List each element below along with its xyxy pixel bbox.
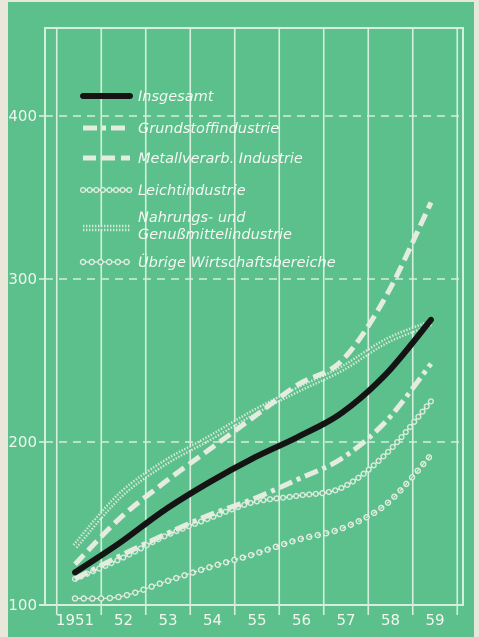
y-tick-label: 100: [8, 596, 37, 614]
legend-item-insgesamt: Insgesamt: [80, 89, 215, 105]
legend-item-leichtindustrie: Leichtindustrie: [79, 183, 246, 199]
series-line-insgesamt: [72, 316, 434, 576]
legend-label: Grundstoffindustrie: [138, 121, 279, 137]
x-tick-label: 52: [114, 611, 133, 629]
legend-item-ubrige-wirtschaftsbereiche: Übrige Wirtschaftsbereiche: [79, 253, 336, 271]
legend-label: Metallverarb. Industrie: [138, 151, 303, 167]
x-tick-label: 56: [292, 611, 311, 629]
y-tick-label: 300: [8, 270, 37, 288]
series-line-grundstoffindustrie: [73, 362, 433, 582]
x-tick-label: 57: [336, 611, 355, 629]
x-tick-label: 58: [381, 611, 400, 629]
legend-label: Nahrungs- und Genußmittelindustrie: [138, 210, 292, 243]
y-tick-label: 400: [8, 107, 37, 125]
legend-item-metallverarb-industrie: Metallverarb. Industrie: [83, 151, 303, 167]
x-tick-label: 1951: [56, 611, 94, 629]
legend-label: Leichtindustrie: [138, 183, 246, 199]
series-line-leichtindustrie: [71, 398, 435, 583]
legend-label: Übrige Wirtschaftsbereiche: [138, 253, 336, 271]
legend-item-grundstoffindustrie: Grundstoffindustrie: [83, 121, 279, 137]
series-line-ubrige-wirtschaftsbereiche: [71, 451, 435, 602]
series-line-metallverarb-industrie: [73, 201, 434, 566]
legend-label: Insgesamt: [138, 89, 215, 105]
legend: Insgesamt Grundstoffindustrie Metallverarb…: [79, 89, 336, 271]
y-tick-label: 200: [8, 433, 37, 451]
x-tick-label: 54: [203, 611, 222, 629]
series-line-nahrungs-und-genussmittelindustrie: [72, 319, 433, 549]
x-tick-label: 59: [425, 611, 444, 629]
x-tick-label: 53: [158, 611, 177, 629]
x-tick-label: 55: [247, 611, 266, 629]
legend-item-nahrungs-und-genussmittelindustrie: Nahrungs- und Genußmittelindustrie: [83, 210, 292, 243]
